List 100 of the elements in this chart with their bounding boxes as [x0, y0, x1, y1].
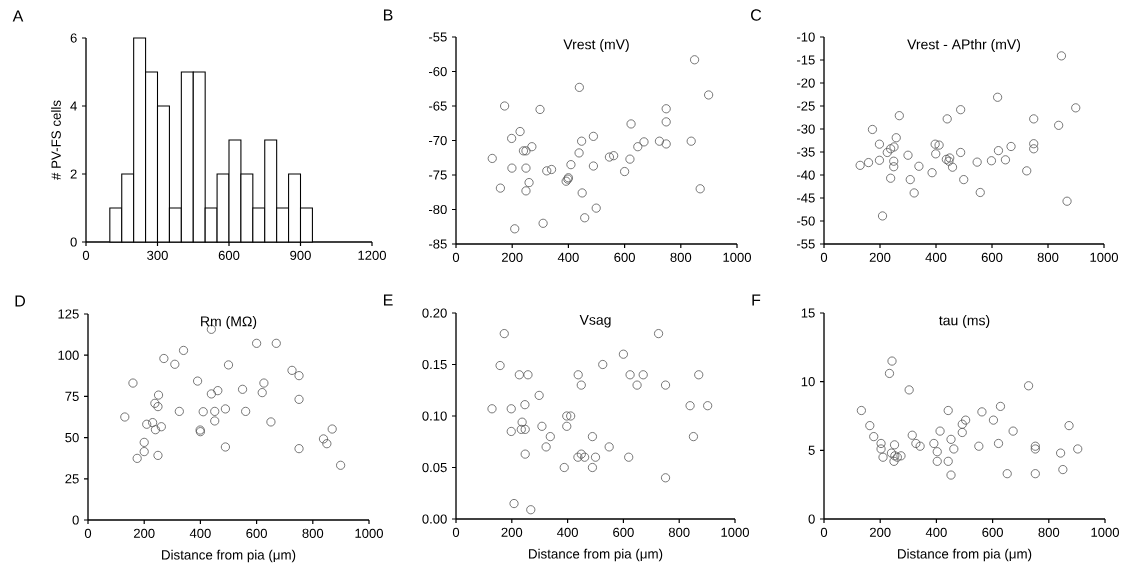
x-tick-label: 800 — [670, 252, 692, 262]
x-tick-label: 400 — [189, 528, 211, 538]
point — [890, 440, 900, 450]
text: F — [752, 294, 761, 306]
point — [688, 432, 698, 442]
point — [855, 160, 865, 170]
point — [625, 154, 635, 164]
x-tick-label: 600 — [218, 250, 240, 260]
point — [139, 437, 149, 447]
point — [986, 156, 996, 166]
x-tick-label: 1000 — [723, 252, 752, 262]
point — [1008, 426, 1018, 436]
point — [633, 142, 643, 152]
x-tick-label: 200 — [869, 252, 891, 262]
y-tick-label: -25 — [797, 101, 815, 111]
text: D — [15, 295, 26, 307]
x-tick-label: 200 — [501, 252, 523, 262]
point — [947, 162, 958, 172]
point — [869, 432, 879, 442]
point — [506, 404, 516, 414]
point — [1054, 120, 1064, 130]
point — [935, 426, 945, 436]
text: C — [751, 9, 762, 21]
x-axis-title: Distance from pia (μm) — [898, 548, 1032, 562]
point — [487, 153, 497, 163]
point — [654, 329, 664, 339]
y-tick-label: 0 — [70, 237, 77, 247]
point — [259, 378, 269, 388]
point — [638, 370, 648, 380]
point — [993, 92, 1003, 102]
point — [598, 359, 608, 370]
point — [139, 447, 149, 457]
x-axis-title: Distance from pia (μm) — [529, 548, 663, 562]
point — [1056, 448, 1066, 458]
y-tick-label: 100 — [58, 350, 79, 360]
x-tick-label: 800 — [302, 528, 324, 538]
point — [587, 462, 597, 473]
point — [1022, 166, 1032, 176]
y-tick-label: 4 — [70, 101, 77, 111]
y-tick-label: -55 — [428, 32, 447, 42]
point — [896, 451, 906, 461]
point — [495, 361, 505, 371]
x-tick-label: 600 — [982, 527, 1003, 537]
point — [959, 175, 969, 185]
point — [509, 499, 519, 509]
point — [523, 370, 533, 380]
point — [514, 370, 524, 380]
point — [520, 449, 530, 459]
point — [271, 338, 281, 348]
y-tick-label: 125 — [58, 309, 79, 319]
point — [604, 152, 614, 162]
point — [153, 450, 163, 460]
point — [487, 404, 497, 414]
point — [520, 424, 530, 434]
point — [507, 163, 517, 173]
point — [154, 390, 164, 400]
point — [661, 139, 671, 149]
point — [587, 432, 597, 442]
point — [956, 105, 966, 115]
point — [521, 186, 531, 196]
x-tick-label: 800 — [1037, 252, 1059, 262]
point — [993, 438, 1004, 448]
point — [174, 406, 184, 416]
point — [1029, 139, 1039, 149]
point — [891, 133, 901, 143]
point — [559, 462, 569, 473]
y-tick-label: -65 — [428, 101, 447, 111]
point — [210, 406, 220, 416]
point — [150, 425, 160, 435]
point — [547, 164, 557, 175]
point — [1062, 196, 1072, 206]
point — [932, 447, 942, 457]
point — [988, 415, 998, 425]
point — [327, 424, 337, 434]
point — [1002, 469, 1012, 479]
point — [241, 406, 251, 416]
x-tick-label: 0 — [452, 252, 460, 262]
x-tick-label: 0 — [820, 527, 828, 537]
point — [1029, 114, 1039, 124]
point — [887, 356, 897, 366]
chart-title: Vsag — [579, 315, 611, 328]
point — [867, 124, 877, 134]
point — [1029, 144, 1039, 154]
x-tick-label: 1000 — [1090, 252, 1119, 262]
x-tick-label: 400 — [925, 527, 947, 537]
point — [170, 359, 180, 369]
point — [257, 388, 267, 398]
point — [661, 104, 671, 114]
point — [889, 162, 899, 172]
y-tick-label: 0.00 — [422, 514, 447, 524]
point — [266, 417, 276, 427]
point — [588, 131, 598, 141]
x-tick-label: 600 — [981, 252, 1003, 262]
point — [294, 394, 304, 404]
point — [972, 157, 982, 167]
point — [884, 368, 895, 378]
point — [590, 452, 601, 462]
point — [336, 460, 346, 470]
y-tick-label: -45 — [797, 193, 815, 203]
y-tick-label: -40 — [797, 170, 815, 180]
